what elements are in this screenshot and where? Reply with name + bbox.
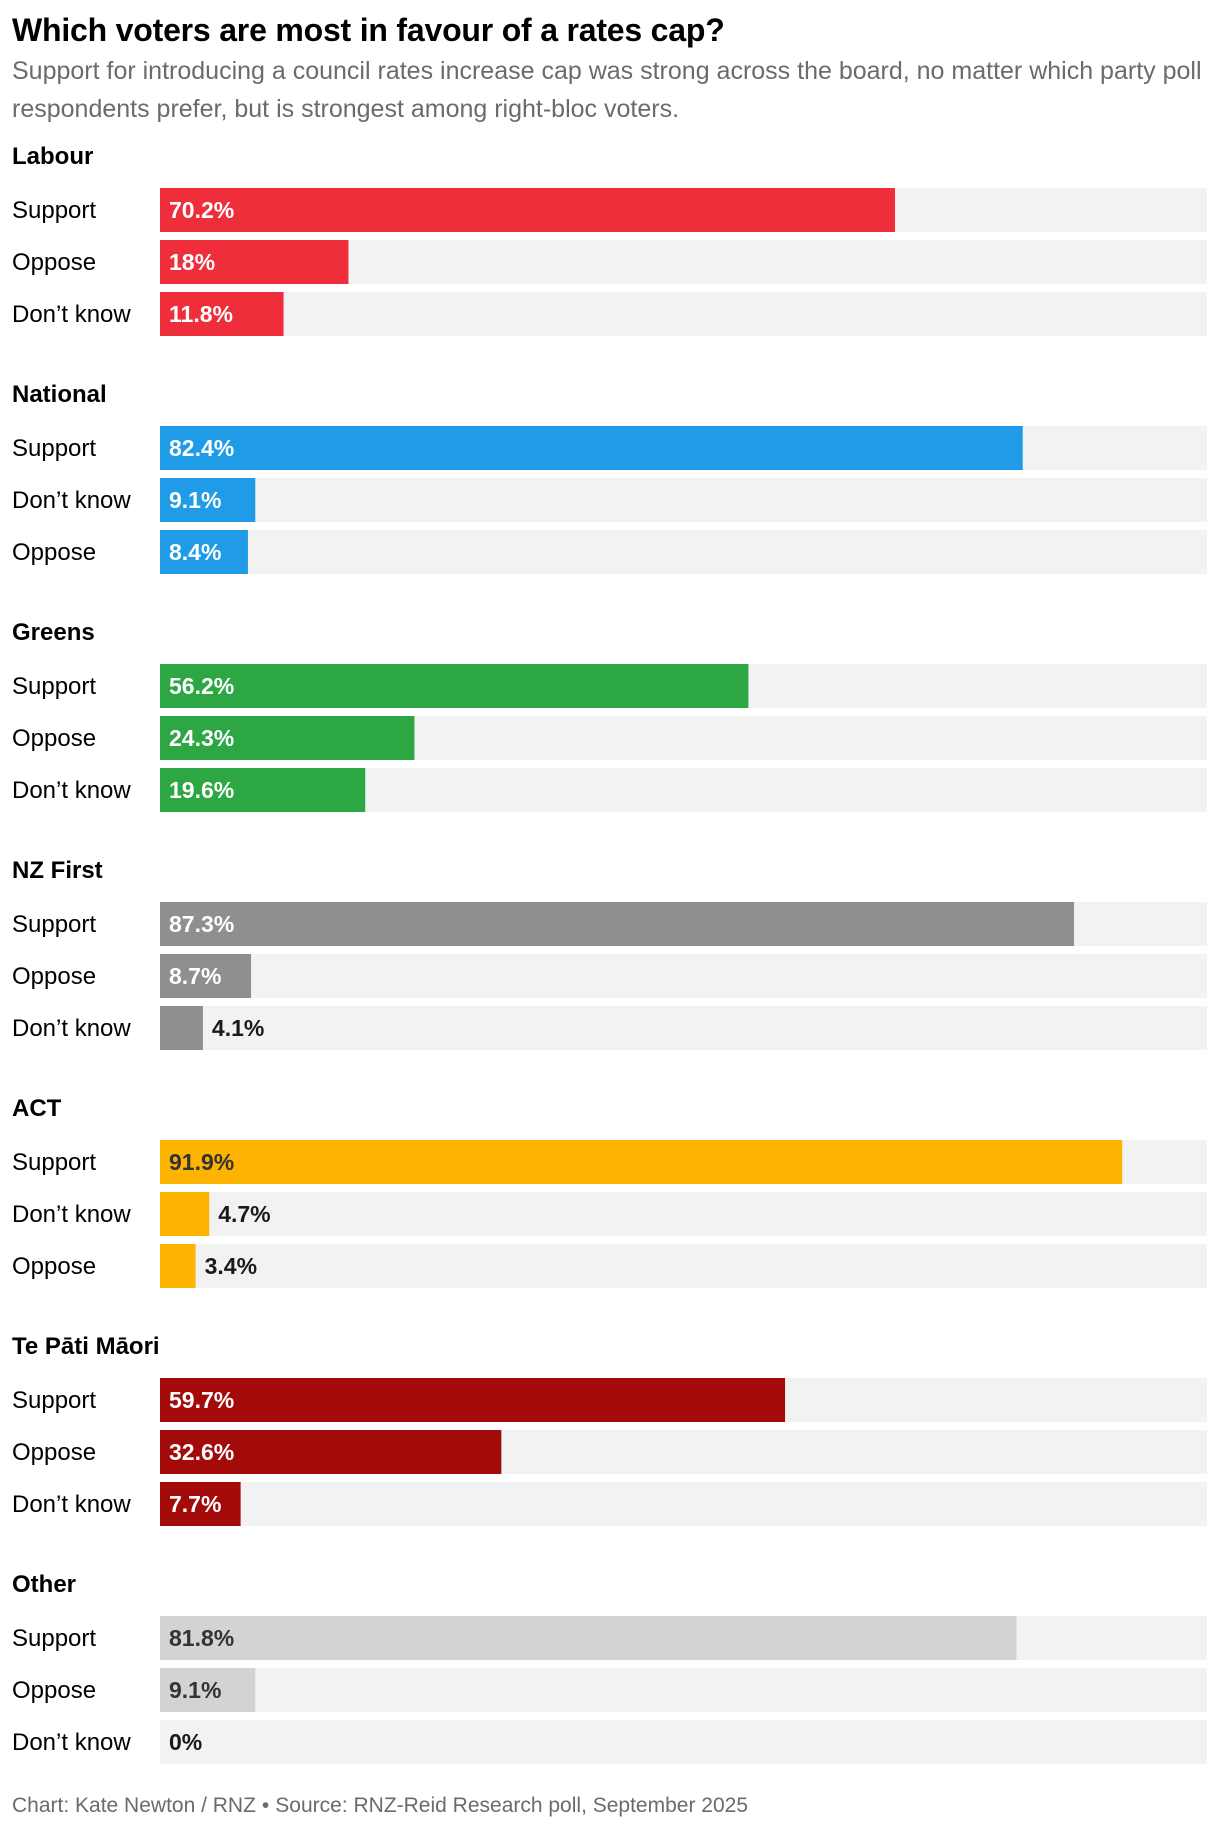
bar-greens-support (160, 664, 749, 708)
value-label-greens-support: 56.2% (169, 673, 234, 699)
bar-labour-don-t-know (160, 292, 284, 336)
category-label-greens-support: Support (12, 673, 96, 700)
group-heading-national: National (12, 381, 107, 408)
bar-nz-first-oppose (160, 954, 252, 998)
bar-national-don-t-know (160, 478, 256, 522)
chart-footer: Chart: Kate Newton / RNZ • Source: RNZ-Rei… (12, 1794, 748, 1818)
value-label-te-p-ti-m-ori-oppose: 32.6% (169, 1439, 234, 1465)
category-label-act-don-t-know: Don’t know (12, 1201, 131, 1228)
category-label-nz-first-don-t-know: Don’t know (12, 1015, 131, 1042)
bar-track-act-don-t-know (160, 1192, 1207, 1236)
category-label-act-oppose: Oppose (12, 1253, 96, 1280)
bar-track-nz-first-don-t-know (160, 1006, 1207, 1050)
group-heading-greens: Greens (12, 619, 95, 646)
category-label-other-don-t-know: Don’t know (12, 1729, 131, 1756)
bar-national-oppose (160, 530, 248, 574)
value-label-nz-first-oppose: 8.7% (169, 963, 221, 989)
category-label-greens-oppose: Oppose (12, 725, 96, 752)
category-label-nz-first-oppose: Oppose (12, 963, 96, 990)
bar-track-other-don-t-know (160, 1720, 1207, 1764)
value-label-other-don-t-know: 0% (169, 1729, 202, 1755)
category-label-te-p-ti-m-ori-oppose: Oppose (12, 1439, 96, 1466)
bar-other-support (160, 1616, 1017, 1660)
bar-te-p-ti-m-ori-support (160, 1378, 786, 1422)
group-heading-labour: Labour (12, 143, 93, 170)
value-label-te-p-ti-m-ori-support: 59.7% (169, 1387, 234, 1413)
value-label-act-oppose: 3.4% (205, 1253, 257, 1279)
value-label-nz-first-support: 87.3% (169, 911, 234, 937)
value-label-other-oppose: 9.1% (169, 1677, 221, 1703)
group-heading-act: ACT (12, 1095, 62, 1122)
value-label-greens-oppose: 24.3% (169, 725, 234, 751)
value-label-other-support: 81.8% (169, 1625, 234, 1651)
bar-act-don-t-know (160, 1192, 210, 1236)
bar-track-labour-don-t-know (160, 292, 1207, 336)
category-label-te-p-ti-m-ori-don-t-know: Don’t know (12, 1491, 131, 1518)
bar-track-national-oppose (160, 530, 1207, 574)
category-label-national-oppose: Oppose (12, 539, 96, 566)
chart-credit: Chart: Kate Newton / RNZ (12, 1794, 256, 1817)
category-label-nz-first-support: Support (12, 911, 96, 938)
chart-source: Source: RNZ-Reid Research poll, Septembe… (275, 1794, 749, 1817)
value-label-national-don-t-know: 9.1% (169, 487, 221, 513)
value-label-te-p-ti-m-ori-don-t-know: 7.7% (169, 1491, 221, 1517)
group-heading-nz-first: NZ First (12, 857, 103, 884)
category-label-labour-support: Support (12, 197, 96, 224)
value-label-national-oppose: 8.4% (169, 539, 221, 565)
bar-te-p-ti-m-ori-oppose (160, 1430, 502, 1474)
bar-nz-first-don-t-know (160, 1006, 203, 1050)
bar-national-support (160, 426, 1023, 470)
value-label-act-don-t-know: 4.7% (218, 1201, 270, 1227)
value-label-nz-first-don-t-know: 4.1% (212, 1015, 264, 1041)
value-label-labour-oppose: 18% (169, 249, 215, 275)
category-label-other-oppose: Oppose (12, 1677, 96, 1704)
bar-act-oppose (160, 1244, 196, 1288)
bar-greens-don-t-know (160, 768, 366, 812)
value-label-labour-support: 70.2% (169, 197, 234, 223)
category-label-labour-oppose: Oppose (12, 249, 96, 276)
bar-other-oppose (160, 1668, 256, 1712)
bar-greens-oppose (160, 716, 415, 760)
bar-track-nz-first-oppose (160, 954, 1207, 998)
bar-labour-oppose (160, 240, 349, 284)
category-label-greens-don-t-know: Don’t know (12, 777, 131, 804)
bar-track-national-don-t-know (160, 478, 1207, 522)
bar-track-other-oppose (160, 1668, 1207, 1712)
value-label-greens-don-t-know: 19.6% (169, 777, 234, 803)
category-label-act-support: Support (12, 1149, 96, 1176)
value-label-labour-don-t-know: 11.8% (169, 301, 233, 327)
bar-chart: Labour Support 70.2% Oppose 18% Don’t know 11.… (12, 143, 1207, 1764)
bar-nz-first-support (160, 902, 1075, 946)
group-heading-te-p-ti-m-ori: Te Pāti Māori (12, 1333, 160, 1360)
bar-act-support (160, 1140, 1123, 1184)
chart-subtitle: Support for introducing a council rates … (12, 57, 1202, 123)
bar-te-p-ti-m-ori-don-t-know (160, 1482, 241, 1526)
bar-track-te-p-ti-m-ori-don-t-know (160, 1482, 1207, 1526)
category-label-te-p-ti-m-ori-support: Support (12, 1387, 96, 1414)
value-label-act-support: 91.9% (169, 1149, 234, 1175)
chart-title: Which voters are most in favour of a rat… (12, 12, 725, 48)
category-label-national-don-t-know: Don’t know (12, 487, 131, 514)
category-label-national-support: Support (12, 435, 96, 462)
category-label-labour-don-t-know: Don’t know (12, 301, 131, 328)
bar-track-act-oppose (160, 1244, 1207, 1288)
value-label-national-support: 82.4% (169, 435, 234, 461)
bar-labour-support (160, 188, 895, 232)
group-heading-other: Other (12, 1571, 76, 1598)
category-label-other-support: Support (12, 1625, 96, 1652)
footer-separator: • (261, 1794, 270, 1817)
